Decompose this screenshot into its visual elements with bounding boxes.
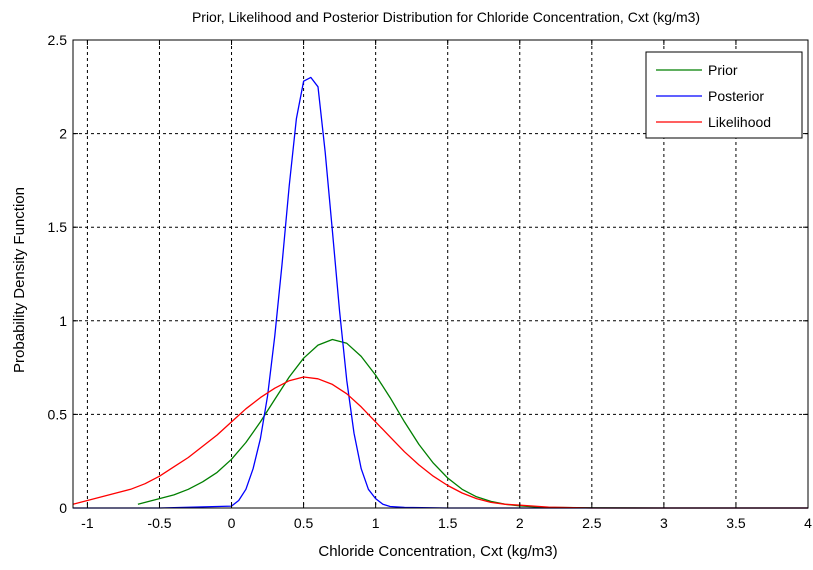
x-axis-title: Chloride Concentration, Cxt (kg/m3) [318, 543, 557, 560]
x-tick-label-2: 0 [228, 515, 236, 531]
y-tick-label-0: 0 [59, 500, 67, 516]
x-tick-label-9: 3.5 [726, 515, 746, 531]
legend: Prior Posterior Likelihood [645, 51, 803, 139]
x-tick-label-8: 3 [660, 515, 668, 531]
x-tick-label-10: 4 [804, 515, 812, 531]
y-tick-label-5: 2.5 [48, 32, 68, 48]
legend-label-posterior: Posterior [708, 88, 764, 104]
series-line-prior [137, 338, 808, 509]
chart-title: Prior, Likelihood and Posterior Distribu… [192, 9, 700, 25]
series-lines [72, 76, 808, 509]
x-tick-label-4: 1 [372, 515, 380, 531]
x-tick-label-3: 0.5 [294, 515, 314, 531]
legend-label-likelihood: Likelihood [708, 114, 771, 130]
x-tick-label-1: -0.5 [147, 515, 171, 531]
y-tick-label-1: 0.5 [48, 406, 68, 422]
series-line-posterior [73, 76, 808, 509]
x-tick-label-7: 2.5 [582, 515, 602, 531]
legend-box [645, 51, 803, 139]
y-tick-label-3: 1.5 [48, 219, 68, 235]
y-axis-title: Probability Density Function [11, 187, 28, 373]
x-tick-label-6: 2 [516, 515, 524, 531]
series-line-likelihood [72, 376, 808, 509]
legend-label-prior: Prior [708, 62, 738, 78]
plot-area-frame [72, 39, 809, 509]
y-tick-label-4: 2 [59, 126, 67, 142]
x-tick-label-0: -1 [81, 515, 94, 531]
x-tick-label-5: 1.5 [438, 515, 458, 531]
y-tick-label-2: 1 [59, 313, 67, 329]
axis-ticks: -1 -0.5 0 0.5 1 1.5 2 2.5 3 3.5 4 0 0.5 1 1.5 2 2.5 [48, 32, 813, 531]
